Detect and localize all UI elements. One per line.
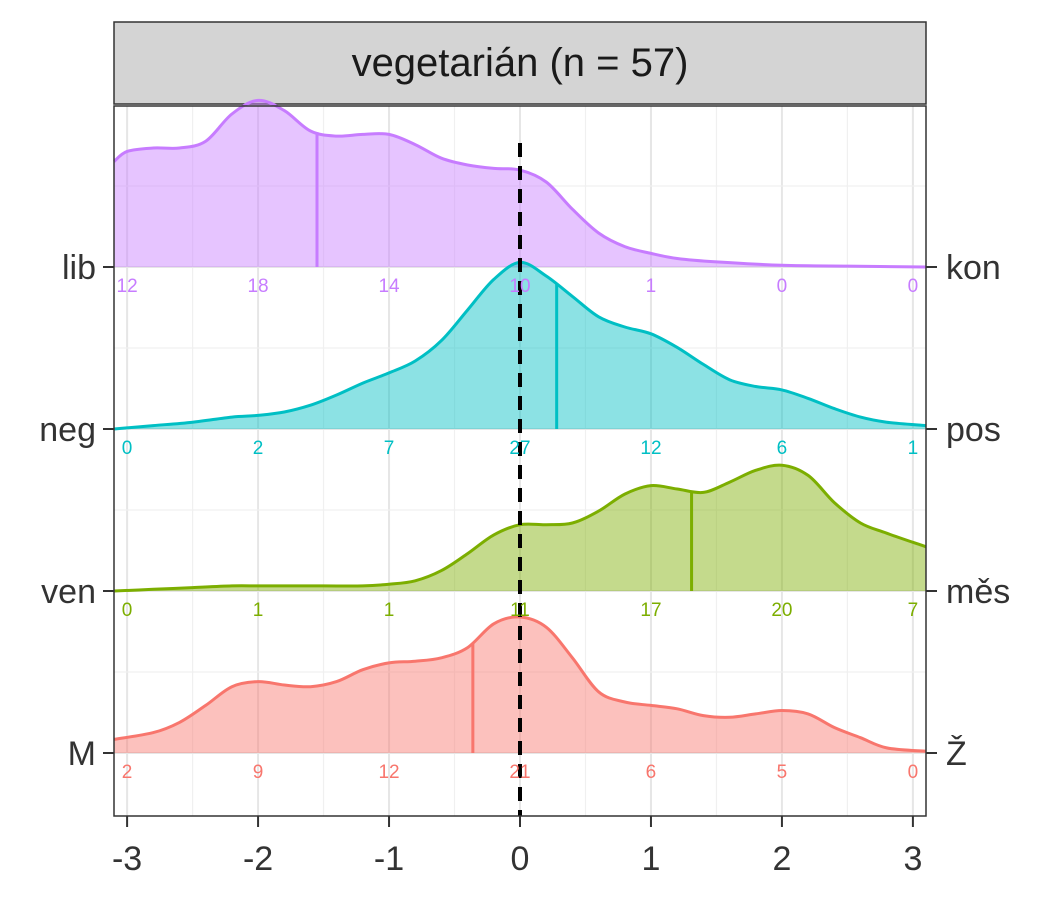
y-right-label-ven: měs xyxy=(946,573,1010,611)
count-labels: 12 18 14 10 1 0 00 2 7 27 12 6 10 1 1 11 17 20 72 9 12 21 6 5 0 xyxy=(117,276,919,783)
x-tick-label-0: -3 xyxy=(112,840,142,878)
count-label-ven-2: 1 xyxy=(384,600,395,621)
count-label-M-0: 2 xyxy=(122,762,133,783)
count-label-lib-5: 0 xyxy=(777,276,788,297)
count-label-ven-0: 0 xyxy=(122,600,133,621)
y-right-label-neg: pos xyxy=(946,411,1001,449)
count-label-neg-4: 12 xyxy=(640,438,661,459)
ridge-line-ven xyxy=(113,463,927,593)
facet-strip xyxy=(113,21,927,105)
x-tick-label-6: 3 xyxy=(903,840,922,878)
count-label-neg-5: 6 xyxy=(777,438,788,459)
x-tick-label-2: -1 xyxy=(374,840,404,878)
count-label-neg-6: 1 xyxy=(908,438,919,459)
count-label-M-6: 0 xyxy=(908,762,919,783)
y-left-label-M: M xyxy=(68,735,96,773)
count-label-neg-3: 27 xyxy=(509,438,530,459)
count-label-neg-0: 0 xyxy=(122,438,133,459)
count-label-neg-2: 7 xyxy=(384,438,395,459)
y-right-label-M: Ž xyxy=(946,735,967,773)
count-label-ven-4: 17 xyxy=(640,600,661,621)
count-label-M-3: 21 xyxy=(509,762,530,783)
count-label-lib-0: 12 xyxy=(117,276,138,297)
count-label-M-4: 6 xyxy=(646,762,657,783)
count-label-ven-3: 11 xyxy=(510,600,530,621)
count-label-lib-1: 18 xyxy=(247,276,268,297)
y-left-label-neg: neg xyxy=(39,411,96,449)
count-label-lib-4: 1 xyxy=(646,276,657,297)
ridge-line-neg xyxy=(113,260,927,431)
count-label-lib-6: 0 xyxy=(908,276,919,297)
count-label-ven-1: 1 xyxy=(253,600,264,621)
y-left-label-ven: ven xyxy=(41,573,96,611)
ridge-area-ven xyxy=(114,465,926,591)
grid-lines xyxy=(114,106,926,816)
count-label-lib-3: 10 xyxy=(509,276,530,297)
facet-title: vegetarián (n = 57) xyxy=(352,41,689,85)
x-tick-label-1: -2 xyxy=(243,840,273,878)
ridge-area-neg xyxy=(114,262,926,429)
count-label-M-2: 12 xyxy=(378,762,399,783)
ridge-line-lib xyxy=(113,98,927,269)
count-label-neg-1: 2 xyxy=(253,438,264,459)
count-label-lib-2: 14 xyxy=(378,276,400,297)
x-tick-label-4: 1 xyxy=(642,840,661,878)
count-label-ven-6: 7 xyxy=(908,600,919,621)
x-tick-label-3: 0 xyxy=(511,840,530,878)
count-label-M-1: 9 xyxy=(253,762,264,783)
y-left-label-lib: lib xyxy=(62,249,96,287)
x-tick-label-5: 2 xyxy=(772,840,791,878)
count-label-M-5: 5 xyxy=(777,762,788,783)
y-right-label-lib: kon xyxy=(946,249,1001,287)
count-label-ven-5: 20 xyxy=(771,600,792,621)
